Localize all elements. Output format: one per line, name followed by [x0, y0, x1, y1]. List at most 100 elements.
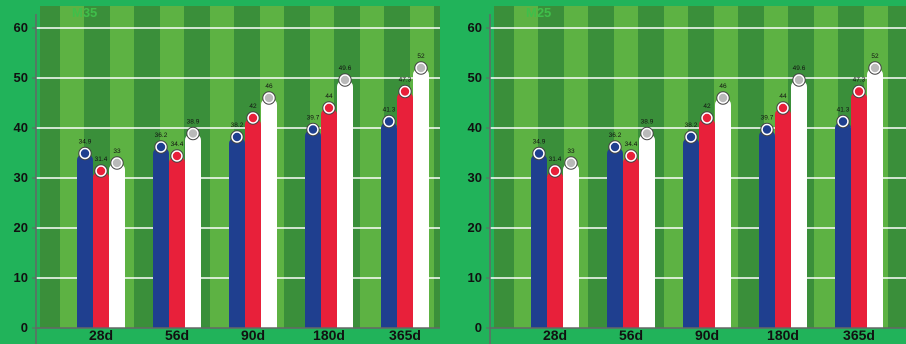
chart-panel-2: M25 0 10 20 30 40 50 60 34.9 31.4 33 28d 36.234.4 38.…: [468, 5, 906, 344]
marker-dot: [534, 149, 544, 158]
x-tick-label: 90d: [241, 327, 265, 343]
bar-series-3-180d-base: [337, 88, 353, 328]
bar-series-3-90d-base: [261, 106, 277, 328]
data-label: 38.2: [231, 122, 244, 129]
data-label: 39.7: [307, 115, 320, 122]
x-tick-label: 180d: [767, 327, 799, 343]
marker-dot: [264, 93, 274, 103]
data-label: 33: [113, 148, 121, 155]
data-label: 41.3: [383, 107, 396, 114]
marker-dot: [626, 151, 636, 161]
data-label: 31.4: [95, 156, 108, 163]
y-tick-label: 50: [468, 70, 482, 85]
bar-series-1-90d-base: [683, 145, 699, 328]
x-tick-label: 56d: [619, 327, 643, 343]
y-tick-label: 30: [14, 170, 28, 185]
marker-dot: [112, 158, 122, 168]
bar-series-1-90d-base: [229, 145, 245, 328]
data-label: 36.2: [609, 132, 622, 139]
bar-series-2-180d-base: [321, 116, 337, 328]
bar-series-1-180d-base: [305, 137, 321, 328]
data-label: 34.4: [625, 141, 638, 148]
bar-series-3-365d-base: [413, 76, 429, 328]
data-label: 49.6: [793, 65, 806, 72]
y-tick-label: 40: [468, 120, 482, 135]
marker-dot: [172, 151, 182, 161]
bar-series-1-180d-base: [759, 137, 775, 328]
marker-dot: [400, 87, 410, 96]
data-label: 46: [265, 83, 273, 90]
bar-series-3-90d-base: [715, 106, 731, 328]
y-tick-label: 60: [468, 20, 482, 35]
bar-series-2-56d-base: [623, 164, 639, 328]
marker-dot: [416, 63, 426, 73]
y-tick-label: 10: [468, 270, 482, 285]
bar-series-2-28d-base: [93, 179, 109, 328]
y-tick-label: 0: [475, 320, 482, 335]
x-tick-label: 90d: [695, 327, 719, 343]
marker-dot: [324, 103, 334, 113]
x-tick-label: 180d: [313, 327, 345, 343]
marker-dot: [248, 113, 258, 123]
data-label: 38.9: [187, 119, 200, 126]
data-label: 46: [719, 83, 727, 90]
marker-dot: [794, 75, 804, 85]
marker-dot: [642, 129, 652, 138]
chart-title: M35: [72, 5, 97, 20]
y-tick-label: 60: [14, 20, 28, 35]
bar-series-2-56d-base: [169, 164, 185, 328]
x-tick-label: 28d: [543, 327, 567, 343]
x-tick-label: 28d: [89, 327, 113, 343]
marker-dot: [854, 87, 864, 96]
data-label: 34.4: [171, 141, 184, 148]
bar-series-1-365d-base: [381, 129, 397, 328]
marker-dot: [838, 117, 848, 126]
data-label: 47.3: [853, 77, 866, 84]
bar-series-3-365d-base: [867, 76, 883, 328]
marker-dot: [340, 75, 350, 85]
marker-dot: [702, 113, 712, 123]
y-tick-label: 0: [21, 320, 28, 335]
bar-series-3-28d-base: [563, 171, 579, 328]
bar-series-3-56d-base: [185, 141, 201, 328]
data-label: 38.2: [685, 122, 698, 129]
bar-series-2-180d-base: [775, 116, 791, 328]
data-label: 33: [567, 148, 575, 155]
y-tick-label: 20: [14, 220, 28, 235]
data-label: 36.2: [155, 132, 168, 139]
marker-dot: [686, 132, 696, 142]
data-label: 34.9: [79, 139, 92, 146]
data-label: 38.9: [641, 119, 654, 126]
marker-dot: [80, 149, 90, 158]
y-tick-label: 30: [468, 170, 482, 185]
marker-dot: [96, 166, 106, 176]
bar-series-1-56d-base: [153, 155, 169, 328]
x-tick-label: 365d: [389, 327, 421, 343]
bar-series-3-180d-base: [791, 88, 807, 328]
bar-series-1-56d-base: [607, 155, 623, 328]
bar-series-1-365d-base: [835, 129, 851, 328]
marker-dot: [308, 125, 318, 134]
marker-dot: [610, 142, 620, 152]
bar-series-2-90d-base: [245, 126, 261, 328]
y-tick-label: 50: [14, 70, 28, 85]
data-label: 44: [325, 93, 333, 100]
data-label: 42: [703, 103, 711, 110]
bar-series-1-28d-base: [531, 161, 547, 328]
marker-dot: [550, 166, 560, 176]
bar-series-2-365d-base: [397, 99, 413, 328]
data-label: 52: [871, 53, 879, 60]
data-label: 47.3: [399, 77, 412, 84]
marker-dot: [718, 93, 728, 103]
bar-series-3-56d-base: [639, 141, 655, 328]
marker-dot: [778, 103, 788, 113]
marker-dot: [566, 158, 576, 168]
data-label: 34.9: [533, 139, 546, 146]
data-label: 44: [779, 93, 787, 100]
marker-dot: [188, 129, 198, 138]
x-tick-label: 56d: [165, 327, 189, 343]
marker-dot: [232, 132, 242, 142]
data-label: 49.6: [339, 65, 352, 72]
data-label: 42: [249, 103, 257, 110]
